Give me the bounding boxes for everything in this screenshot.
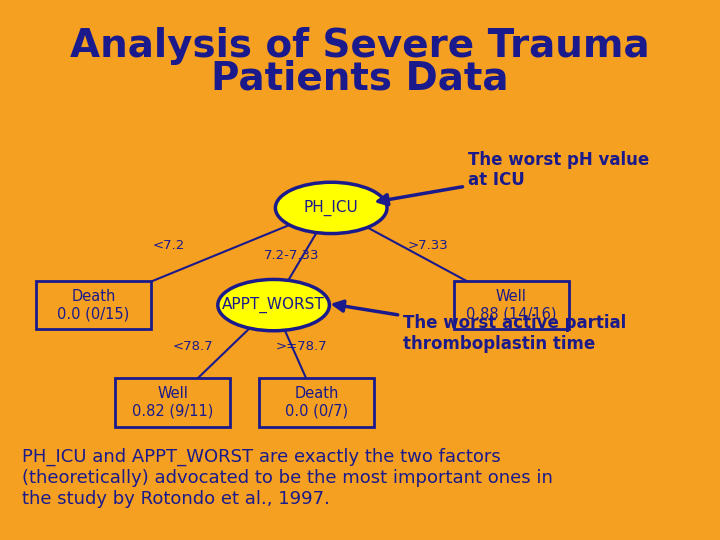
Text: Well
0.88 (14/16): Well 0.88 (14/16) — [466, 289, 557, 321]
Ellipse shape — [275, 183, 387, 233]
Text: The worst pH value
at ICU: The worst pH value at ICU — [378, 151, 649, 205]
FancyBboxPatch shape — [36, 281, 151, 329]
Text: APPT_WORST: APPT_WORST — [222, 297, 325, 313]
Text: Death
0.0 (0/15): Death 0.0 (0/15) — [58, 289, 130, 321]
Ellipse shape — [217, 280, 330, 330]
Text: <78.7: <78.7 — [173, 340, 213, 353]
Text: Analysis of Severe Trauma: Analysis of Severe Trauma — [70, 27, 650, 65]
Text: The worst active partial
thromboplastin time: The worst active partial thromboplastin … — [334, 301, 626, 353]
Text: >=78.7: >=78.7 — [275, 340, 327, 353]
Text: >7.33: >7.33 — [408, 239, 449, 252]
Text: PH_ICU and APPT_WORST are exactly the two factors
(theoretically) advocated to b: PH_ICU and APPT_WORST are exactly the tw… — [22, 448, 552, 508]
Text: <7.2: <7.2 — [153, 239, 185, 252]
Text: PH_ICU: PH_ICU — [304, 200, 359, 216]
Text: Death
0.0 (0/7): Death 0.0 (0/7) — [285, 386, 348, 418]
FancyBboxPatch shape — [115, 378, 230, 427]
Text: Well
0.82 (9/11): Well 0.82 (9/11) — [132, 386, 214, 418]
Text: Patients Data: Patients Data — [211, 59, 509, 97]
FancyBboxPatch shape — [454, 281, 569, 329]
Text: 7.2-7.33: 7.2-7.33 — [264, 249, 320, 262]
FancyBboxPatch shape — [259, 378, 374, 427]
